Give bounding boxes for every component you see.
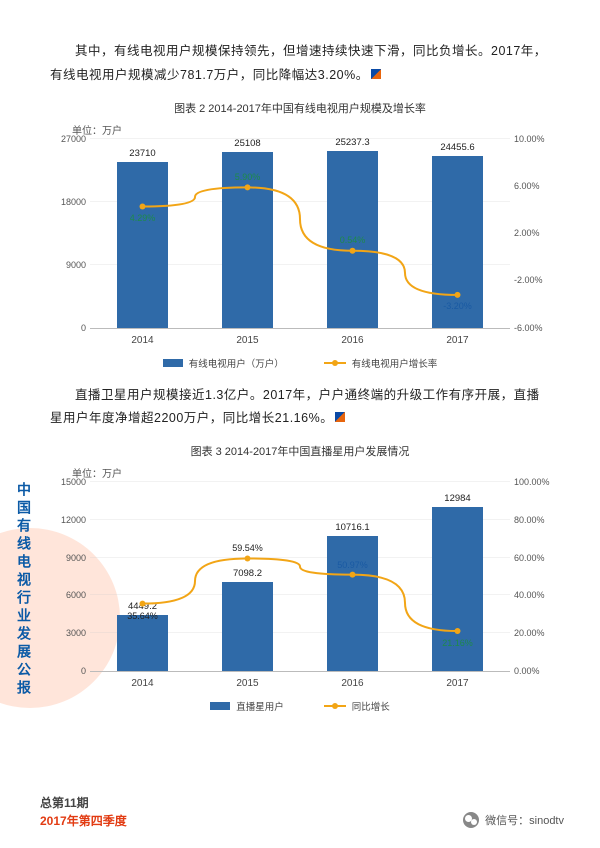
- wechat-label: 微信号：sinodtv: [485, 812, 564, 828]
- paragraph-2: 直播卫星用户规模接近1.3亿户。2017年，户户通终端的升级工作有序开展，直播星…: [50, 384, 550, 432]
- chart1-yaxis-right: -6.00%-2.00%2.00%6.00%10.00%: [510, 139, 550, 328]
- chart1-unit: 单位：万户: [72, 122, 550, 137]
- line-swatch-icon: [324, 705, 346, 707]
- bar-swatch-icon: [163, 359, 183, 367]
- chart2-unit: 单位：万户: [72, 465, 550, 480]
- chart1-legend-line: 有线电视用户增长率: [324, 356, 438, 370]
- chart1-line: [90, 139, 510, 328]
- chart1: 单位：万户 090001800027000 -6.00%-2.00%2.00%6…: [50, 122, 550, 370]
- bar-swatch-icon: [210, 702, 230, 710]
- chart2-yaxis-left: 03000600090001200015000: [50, 482, 90, 671]
- wechat-icon: [463, 812, 479, 828]
- chart2-legend-line: 同比增长: [324, 699, 390, 713]
- chart1-xaxis: 2014201520162017: [90, 335, 510, 346]
- paragraph-1-text: 其中，有线电视用户规模保持领先，但增速持续快速下滑，同比负增长。2017年，有线…: [50, 44, 547, 82]
- chart1-yaxis-left: 090001800027000: [50, 139, 90, 328]
- footer-issue: 总第11期: [40, 794, 127, 812]
- para-end-marker-icon: [335, 412, 345, 422]
- chart2-legend: 直播星用户 同比增长: [50, 699, 550, 713]
- chart1-legend-line-label: 有线电视用户增长率: [352, 356, 438, 370]
- chart2-xaxis: 2014201520162017: [90, 678, 510, 689]
- chart1-legend: 有线电视用户（万户） 有线电视用户增长率: [50, 356, 550, 370]
- footer: 总第11期 2017年第四季度: [40, 794, 127, 830]
- chart1-title: 图表 2 2014-2017年中国有线电视用户规模及增长率: [50, 100, 550, 116]
- chart2-yaxis-right: 0.00%20.00%40.00%60.00%80.00%100.00%: [510, 482, 550, 671]
- chart2-legend-line-label: 同比增长: [352, 699, 390, 713]
- footer-period: 2017年第四季度: [40, 812, 127, 830]
- chart2: 单位：万户 03000600090001200015000 0.00%20.00…: [50, 465, 550, 713]
- chart2-legend-bar: 直播星用户: [210, 699, 284, 713]
- chart1-legend-bar: 有线电视用户（万户）: [163, 356, 284, 370]
- side-vertical-title: 中国有线电视行业发展公报: [14, 482, 34, 698]
- paragraph-2-text: 直播卫星用户规模接近1.3亿户。2017年，户户通终端的升级工作有序开展，直播星…: [50, 388, 540, 426]
- paragraph-1: 其中，有线电视用户规模保持领先，但增速持续快速下滑，同比负增长。2017年，有线…: [50, 40, 550, 88]
- chart1-legend-bar-label: 有线电视用户（万户）: [189, 356, 284, 370]
- chart2-plot: 03000600090001200015000 0.00%20.00%40.00…: [90, 482, 510, 672]
- wechat-footer: 微信号：sinodtv: [463, 812, 564, 828]
- chart1-plot: 090001800027000 -6.00%-2.00%2.00%6.00%10…: [90, 139, 510, 329]
- page-content: 其中，有线电视用户规模保持领先，但增速持续快速下滑，同比负增长。2017年，有线…: [0, 0, 600, 747]
- line-swatch-icon: [324, 362, 346, 364]
- para-end-marker-icon: [371, 69, 381, 79]
- chart2-legend-bar-label: 直播星用户: [236, 699, 284, 713]
- chart2-title: 图表 3 2014-2017年中国直播星用户发展情况: [50, 443, 550, 459]
